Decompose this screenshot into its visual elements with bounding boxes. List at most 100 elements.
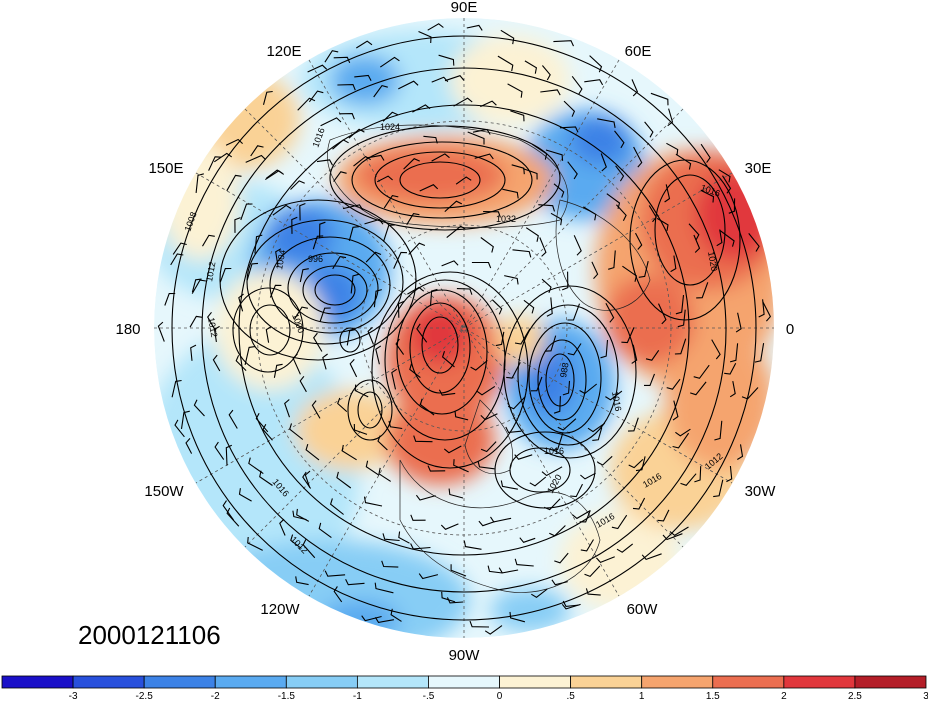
coastlines [327, 124, 651, 593]
wind-barb [365, 251, 382, 263]
wind-barb [295, 576, 309, 586]
wind-barb [506, 362, 521, 379]
wind-barb [406, 212, 420, 226]
wind-barb [608, 250, 616, 270]
wind-barb [275, 248, 282, 267]
wind-barb [622, 265, 638, 282]
wind-barb [553, 40, 574, 47]
wind-barb [272, 204, 292, 216]
wind-barb [471, 261, 492, 269]
wind-barb [583, 206, 597, 221]
wind-barb [483, 211, 501, 218]
wind-barb [348, 226, 359, 242]
colorbar-tick-label: -.5 [423, 691, 435, 702]
wind-barb [329, 498, 344, 515]
wind-barb [714, 420, 723, 441]
wind-barb [290, 180, 305, 190]
wind-barb [484, 625, 503, 635]
wind-barb [441, 260, 459, 267]
wind-barb [648, 205, 657, 223]
wind-barb [585, 588, 601, 596]
wind-barb [539, 237, 547, 257]
wind-barb [299, 375, 307, 393]
wind-barb [544, 335, 557, 352]
wind-barb [567, 161, 578, 180]
lon-label-90w: 90W [449, 647, 481, 664]
wind-barb [455, 176, 472, 185]
wind-barb [226, 507, 240, 527]
wind-barb [728, 198, 736, 214]
wind-barb [332, 139, 349, 150]
lon-label-60w: 60W [627, 601, 659, 618]
contour-label: 1024 [380, 122, 400, 132]
wind-barb [273, 363, 283, 378]
wind-barb [410, 514, 426, 521]
wind-barb [381, 560, 399, 568]
wind-barb [171, 379, 182, 398]
wind-barb [467, 131, 485, 145]
wind-barb [262, 90, 273, 105]
wind-barb [519, 537, 536, 543]
wind-barb [429, 288, 438, 307]
colorbar-tick-label: -1.5 [278, 691, 296, 702]
wind-barb [500, 480, 518, 490]
contour-label: 996 [308, 254, 323, 264]
wind-barb [737, 444, 744, 460]
wind-barb [353, 423, 368, 435]
wind-barb [284, 399, 291, 418]
wind-barb [726, 465, 733, 483]
wind-barb [354, 384, 369, 398]
lon-label-30e: 30E [745, 160, 772, 177]
wind-barb [453, 459, 469, 473]
wind-barb [469, 620, 490, 628]
wind-barb [614, 130, 625, 149]
wind-barb [631, 79, 639, 97]
colorbar-swatch [783, 675, 856, 689]
wind-barb [525, 227, 539, 242]
wind-barb [476, 385, 496, 396]
wind-barb [333, 56, 351, 64]
wind-barb [719, 230, 735, 247]
wind-barb [366, 154, 385, 161]
wind-barb [677, 309, 686, 328]
wind-barb [193, 399, 205, 417]
wind-barb [554, 552, 569, 564]
wind-barb [247, 536, 263, 551]
wind-barb [342, 204, 364, 211]
wind-barb [675, 428, 691, 437]
wind-barb [373, 84, 388, 98]
wind-barb [245, 154, 267, 163]
wind-barb [244, 346, 256, 366]
wind-barb [246, 262, 259, 281]
wind-barb [293, 306, 309, 320]
wind-barb [208, 156, 222, 171]
lon-label-0: 0 [786, 321, 794, 338]
wind-barb [324, 570, 346, 577]
wind-barb [675, 295, 685, 315]
wind-barb [549, 525, 566, 537]
wind-barb [375, 345, 382, 365]
wind-barb [507, 83, 523, 98]
lon-label-150e: 150E [148, 160, 183, 177]
wind-barb [531, 143, 548, 160]
wind-barb [511, 164, 525, 175]
wind-barb [438, 54, 455, 66]
wind-barb [157, 321, 165, 342]
wind-barb [259, 470, 273, 486]
wind-barb [398, 80, 419, 90]
wind-barb [339, 113, 355, 120]
wind-barb [382, 533, 400, 542]
wind-barb [418, 573, 439, 580]
wind-barb [718, 169, 731, 183]
wind-barb [292, 353, 301, 375]
wind-barb [495, 331, 505, 347]
wind-barb [240, 203, 253, 221]
wind-barb [553, 396, 561, 414]
wind-barb [754, 343, 765, 363]
wind-barb [391, 368, 398, 390]
wind-barb [553, 183, 565, 198]
colorbar-swatch [854, 675, 927, 689]
wind-barb [592, 427, 603, 441]
wind-barb [262, 423, 273, 441]
contour-label: 1020 [706, 251, 719, 272]
